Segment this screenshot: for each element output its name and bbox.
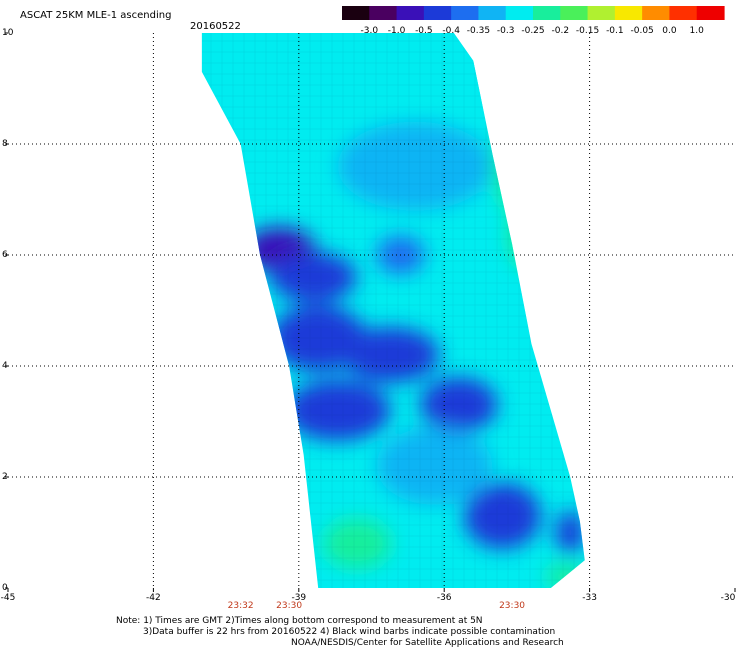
colorbar-swatch — [669, 6, 698, 20]
map-grid — [8, 33, 735, 588]
swath-value-region — [555, 510, 585, 555]
swath-value-region — [419, 377, 498, 433]
colorbar-tick-label: -3.0 — [360, 26, 379, 36]
note-line-1: Note: 1) Times are GMT 2)Times along bot… — [116, 616, 483, 626]
note-line-3: NOAA/NESDIS/Center for Satellite Applica… — [291, 638, 564, 648]
colorbar-swatch — [451, 6, 480, 20]
x-tick-label: -33 — [582, 593, 597, 603]
time-label: 23:32 — [227, 601, 254, 611]
swath-value-region — [342, 327, 440, 383]
colorbar-tick-label: 0.0 — [662, 26, 677, 36]
colorbar-tick-label: -0.05 — [630, 26, 654, 36]
swath-value-region — [463, 482, 542, 550]
colorbar-tick-label: -1.0 — [387, 26, 406, 36]
chart-date: 20160522 — [190, 21, 241, 32]
colorbar-swatch — [342, 6, 370, 20]
time-label: 23:30 — [276, 601, 303, 611]
swath-value-region — [269, 252, 357, 303]
colorbar-tick-label: -0.1 — [606, 26, 624, 36]
colorbar-tick-label: -0.35 — [466, 26, 491, 36]
x-tick-label: -36 — [436, 593, 452, 603]
x-tick-label: -39 — [291, 593, 307, 603]
swath-value-region — [492, 116, 551, 217]
swath-value-region — [524, 271, 568, 339]
colorbar-tick-label: -0.3 — [496, 26, 515, 36]
colorbar-tick-label: 1.0 — [689, 26, 704, 36]
colorbar-tick-label: -0.5 — [415, 26, 433, 36]
footer-notes: Note: 1) Times are GMT 2)Times along bot… — [116, 616, 564, 649]
colorbar-swatch — [642, 6, 671, 20]
colorbar-tick-label: -0.2 — [551, 26, 570, 36]
colorbar-swatch — [369, 6, 398, 20]
colorbar — [342, 6, 725, 20]
colorbar-swatch — [560, 6, 589, 20]
x-tick-label: -30 — [720, 593, 736, 603]
colorbar-swatch — [614, 6, 643, 20]
swath-value-region — [284, 379, 391, 441]
y-tick-label: 4 — [2, 361, 8, 371]
colorbar-swatch — [423, 6, 452, 20]
y-tick-label: 8 — [2, 139, 8, 149]
colorbar-tick-label: -0.25 — [521, 26, 545, 36]
x-tick-label: -42 — [146, 593, 161, 603]
colorbar-swatch — [696, 6, 725, 20]
colorbar-tick-label: -0.15 — [575, 26, 600, 36]
x-tick-label: -45 — [0, 593, 16, 603]
colorbar-tick-label: -0.4 — [442, 26, 460, 36]
swath-value-region — [323, 518, 391, 569]
axis-ticks — [5, 32, 736, 592]
swath-value-region — [337, 121, 493, 211]
swath-value-region — [284, 33, 430, 117]
y-tick-label: 0 — [2, 583, 8, 593]
y-tick-label: 6 — [2, 250, 8, 260]
colorbar-swatch — [396, 6, 425, 20]
colorbar-swatch — [587, 6, 616, 20]
colorbar-swatch — [505, 6, 534, 20]
y-tick-label: 10 — [2, 28, 14, 38]
note-line-2: 3)Data buffer is 22 hrs from 20160522 4)… — [143, 627, 556, 637]
time-label: 23:30 — [499, 601, 526, 611]
swath-value-region — [376, 427, 493, 505]
colorbar-swatch — [478, 6, 507, 20]
swath-value-region — [458, 33, 517, 114]
swath-value-region — [507, 193, 556, 272]
swath-value-region — [269, 304, 367, 372]
y-tick-label: 2 — [2, 472, 8, 482]
chart-title: ASCAT 25KM MLE-1 ascending — [20, 10, 172, 21]
colorbar-swatch — [533, 6, 561, 20]
